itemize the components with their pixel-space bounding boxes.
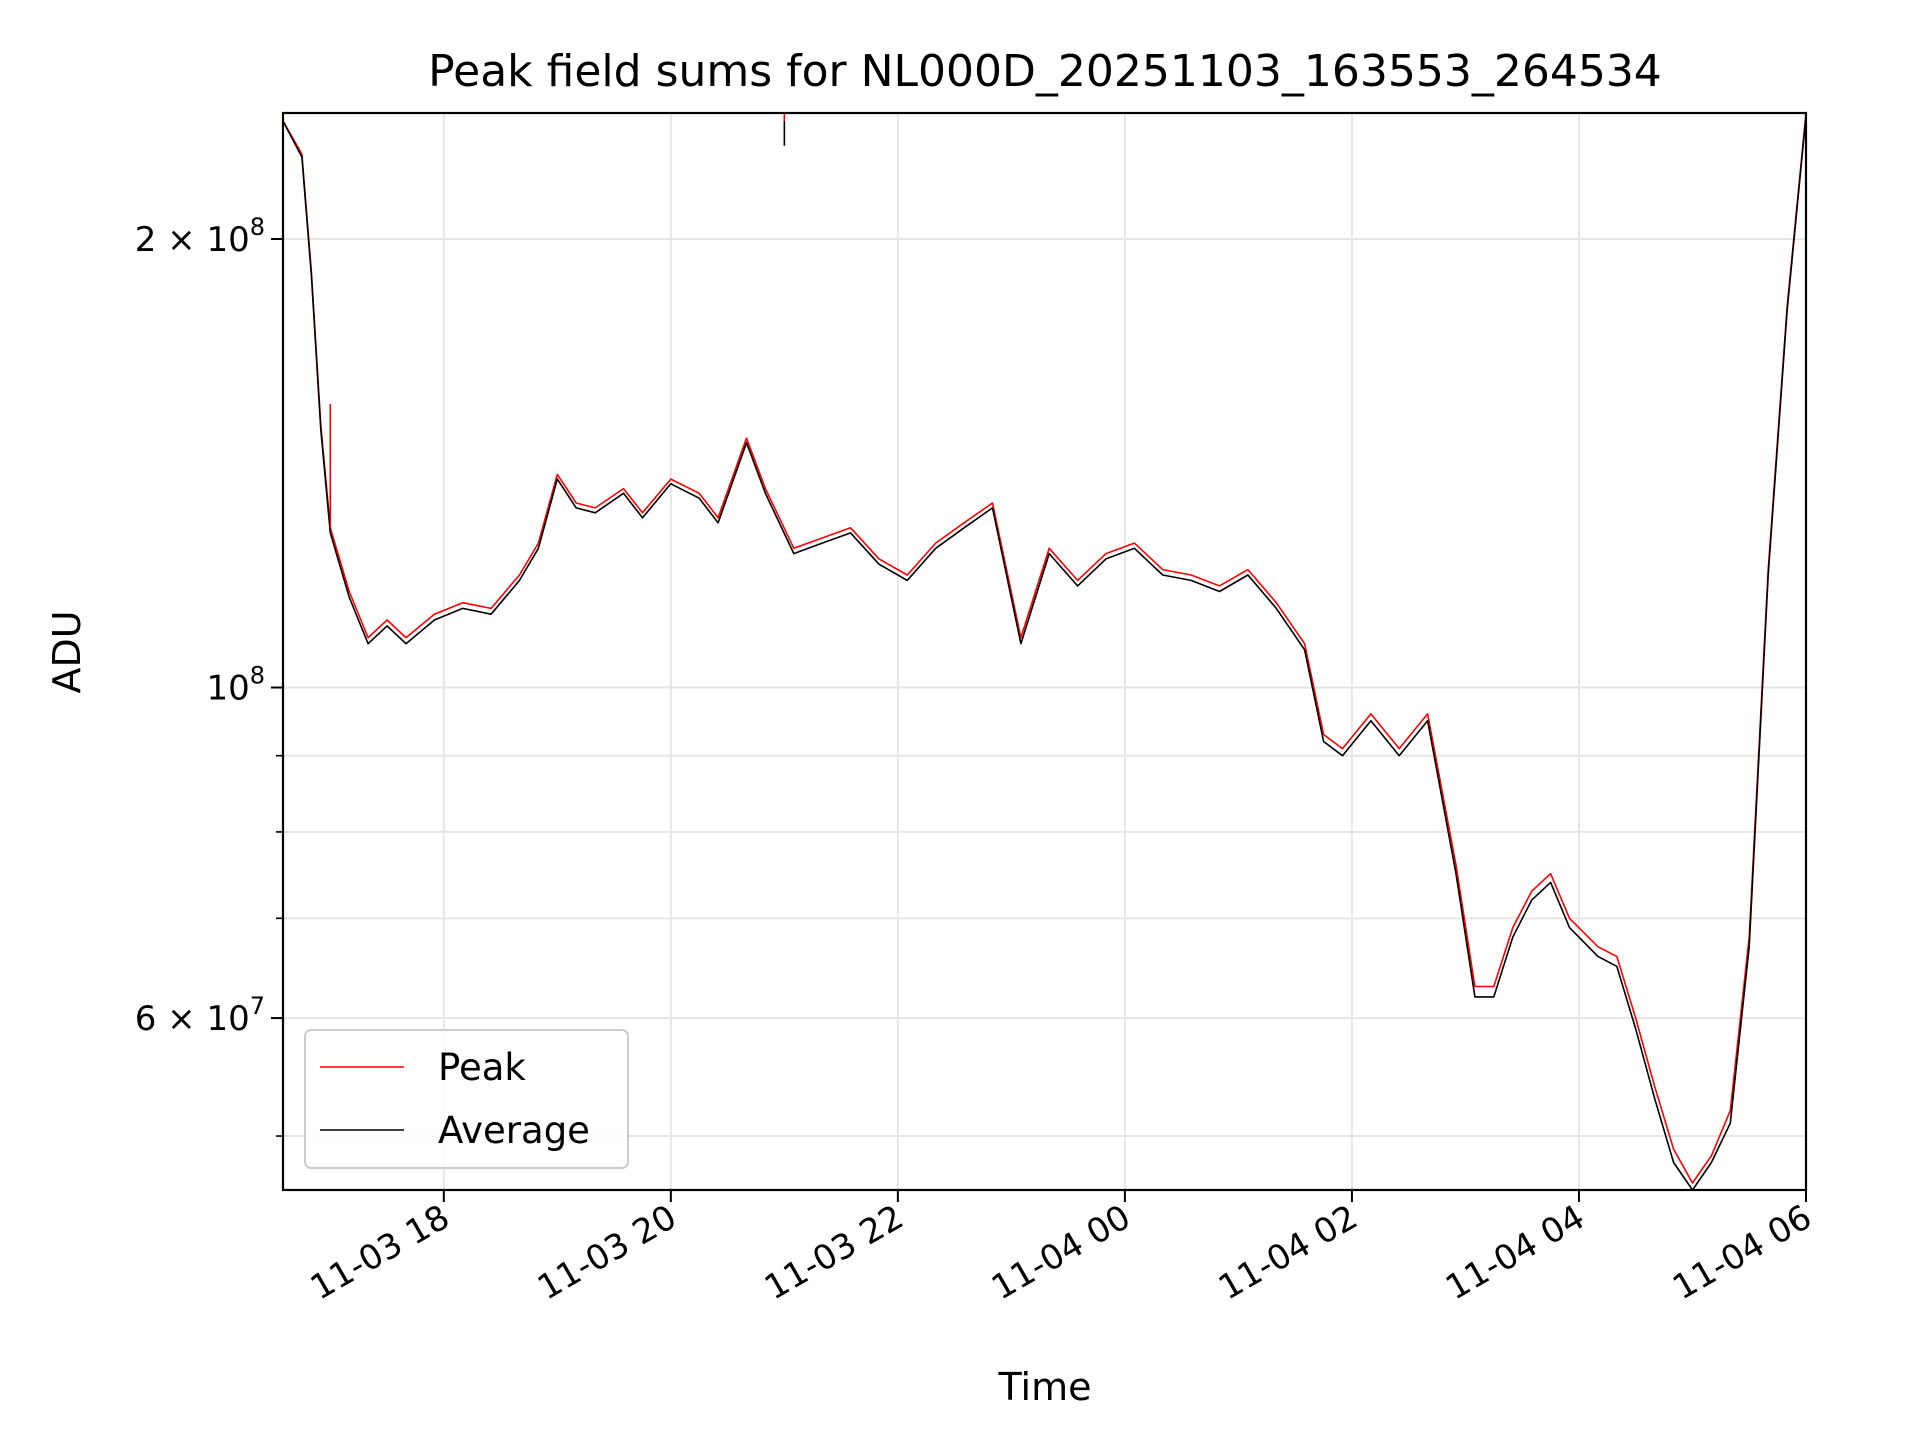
y-tick-label: 6 × 107: [135, 992, 265, 1039]
y-tick-label: 108: [206, 662, 265, 709]
series-line-average: [282, 115, 1807, 1191]
plot-area-frame: [281, 111, 1808, 1192]
chart-title: Peak field sums for NL000D_20251103_1635…: [428, 46, 1662, 97]
legend-box: [304, 1029, 629, 1169]
y-axis-ticks: 2 × 108 108 6 × 107: [135, 213, 283, 1137]
series-lines: [282, 112, 1807, 1191]
legend: Peak Average: [304, 1029, 629, 1169]
y-axis-label: ADU: [45, 610, 89, 693]
legend-peak-label: Peak: [438, 1046, 526, 1089]
x-axis-label: Time: [998, 1365, 1092, 1409]
legend-average-label: Average: [438, 1109, 590, 1152]
series-line-peak: [282, 112, 1807, 1184]
y-tick-label: 2 × 108: [135, 213, 265, 260]
